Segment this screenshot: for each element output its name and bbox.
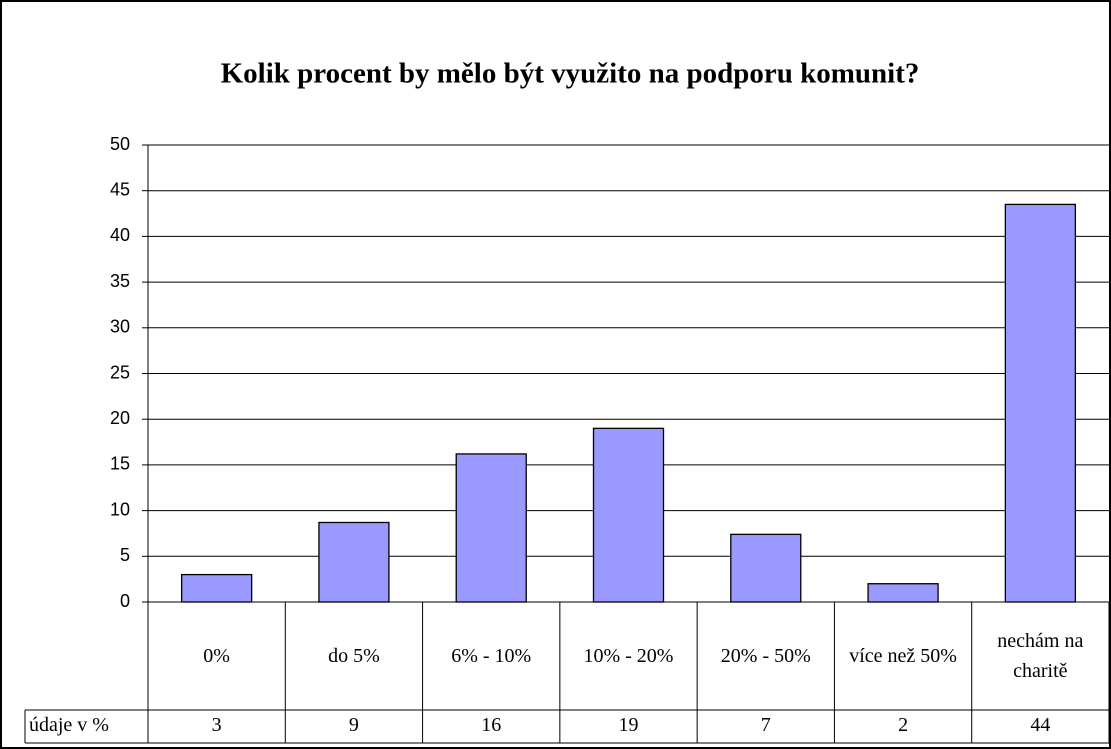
x-tick-cell: 6% - 10%	[451, 645, 532, 667]
legend-label: údaje v %	[29, 714, 109, 736]
x-tick-label: 0%	[203, 645, 230, 667]
data-label: 19	[619, 714, 639, 736]
y-tick-label: 30	[110, 317, 130, 337]
data-label: 9	[349, 714, 359, 736]
x-tick-label: 10% - 20%	[583, 645, 674, 667]
bar	[592, 427, 665, 603]
y-tick-label: 0	[120, 591, 130, 611]
x-tick-cell: 0%	[203, 645, 230, 667]
y-tick-label: 35	[110, 271, 130, 291]
x-tick-label: nechám na charitě	[997, 630, 1084, 682]
x-tick-label: 20% - 50%	[720, 645, 811, 667]
chart-title: Kolik procent by mělo být využito na pod…	[221, 58, 920, 90]
y-tick-label: 10	[110, 499, 130, 519]
data-label: 2	[898, 714, 908, 736]
x-tick-cell: více než 50%	[849, 645, 957, 667]
y-tick-label: 5	[120, 545, 130, 565]
x-tick-cell: nechám na charitě	[997, 630, 1084, 682]
bar	[730, 533, 802, 603]
x-tick-label: do 5%	[328, 645, 380, 667]
data-label: 3	[212, 714, 222, 736]
x-tick-cell: 20% - 50%	[720, 645, 811, 667]
data-label: 16	[481, 714, 501, 736]
bar	[1004, 203, 1077, 603]
y-tick-label: 20	[110, 408, 130, 428]
y-tick-label: 15	[110, 454, 130, 474]
y-tick-label: 50	[110, 134, 130, 154]
data-label: 44	[1030, 714, 1050, 736]
x-tick-label: více než 50%	[849, 645, 957, 667]
x-tick-cell: do 5%	[328, 645, 380, 667]
x-tick-label: 6% - 10%	[451, 645, 532, 667]
bar	[455, 453, 527, 603]
y-tick-label: 40	[110, 225, 130, 245]
y-tick-label: 45	[110, 179, 130, 199]
bar	[867, 583, 939, 603]
bar	[318, 521, 390, 603]
x-tick-cell: 10% - 20%	[583, 645, 674, 667]
data-label: 7	[761, 714, 771, 736]
bar	[180, 573, 253, 603]
y-tick-label: 25	[110, 362, 130, 382]
